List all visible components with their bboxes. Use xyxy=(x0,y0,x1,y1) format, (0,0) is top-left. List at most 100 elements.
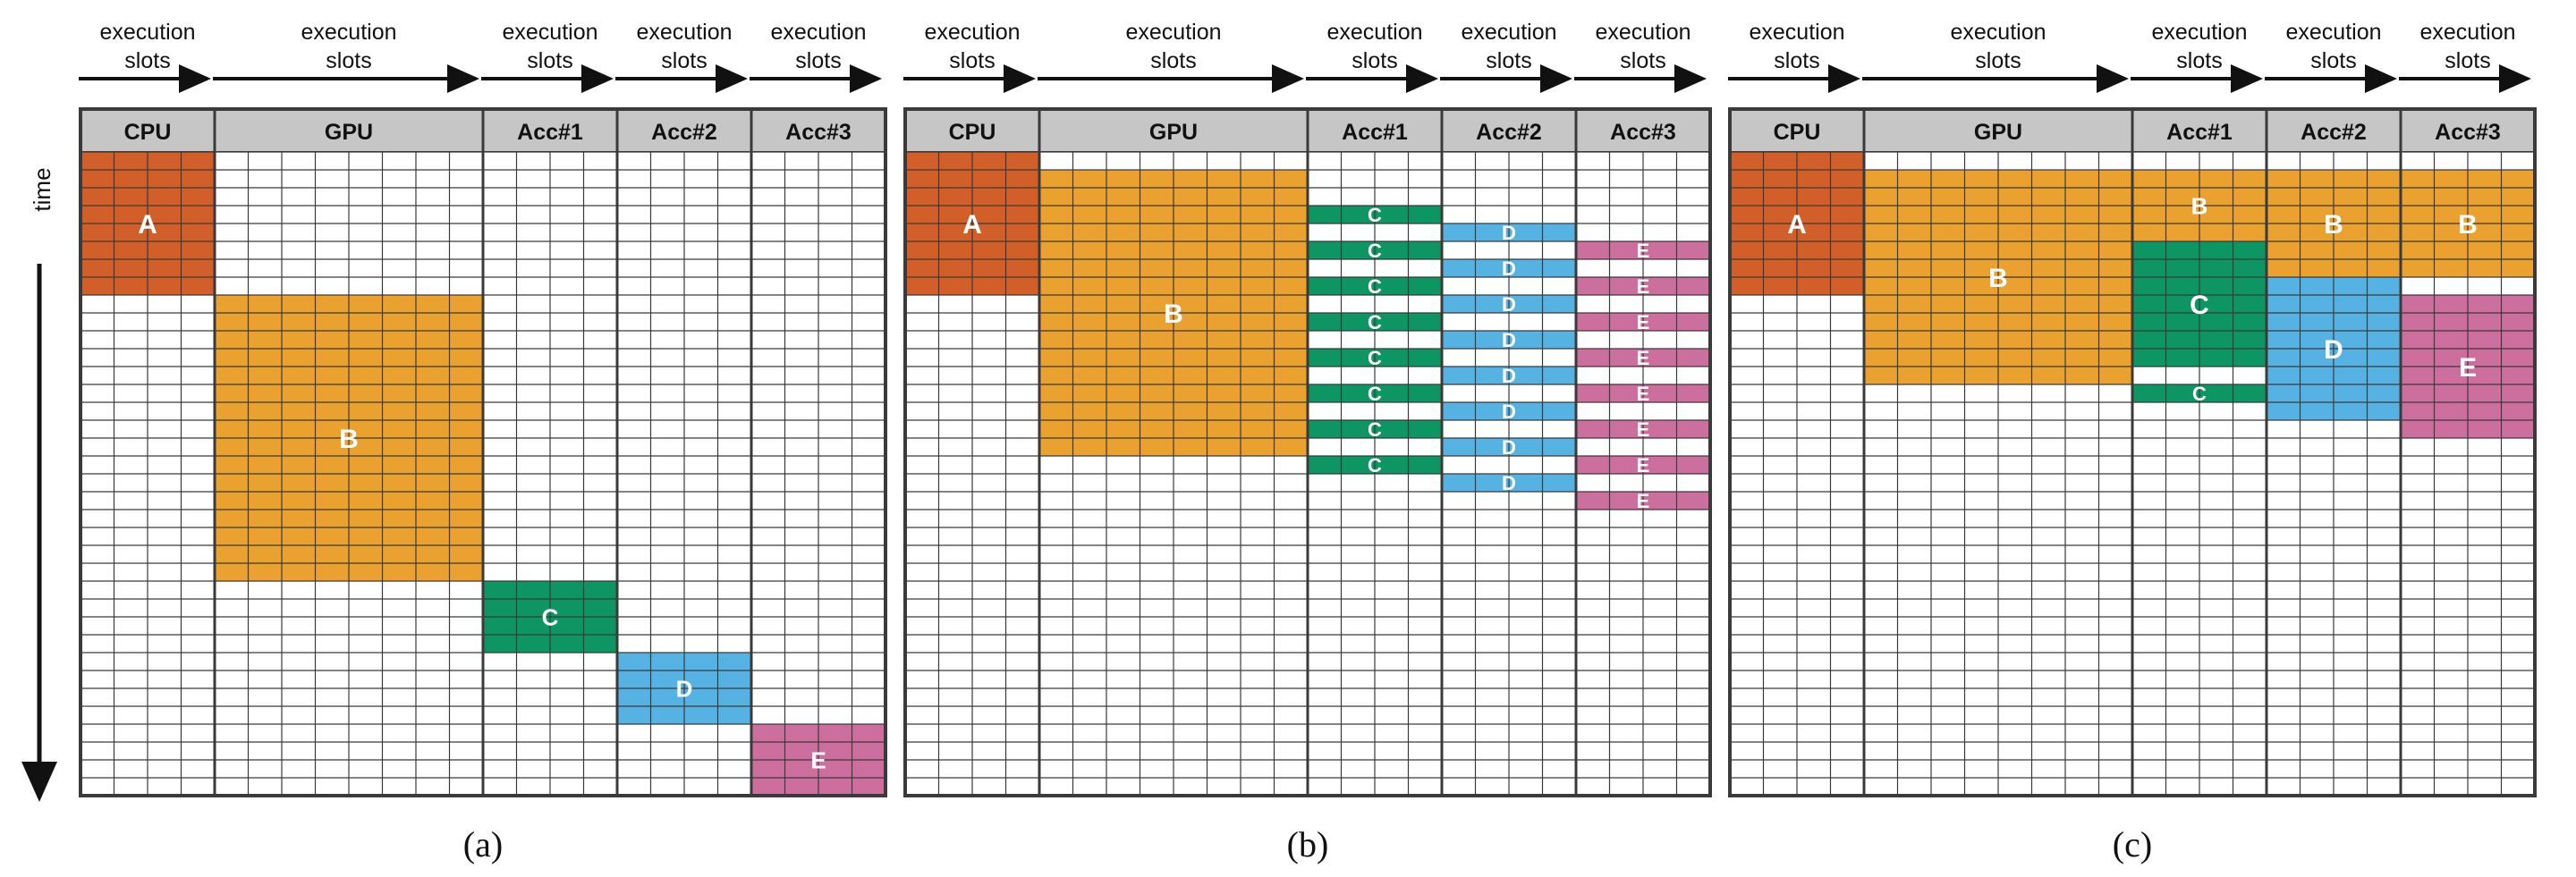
panel-caption: (b) xyxy=(1287,824,1329,864)
task-label-b: B xyxy=(1164,299,1183,329)
task-label-d: D xyxy=(1502,401,1516,423)
task-label-c: C xyxy=(1368,454,1382,476)
column-header-label: GPU xyxy=(1974,120,2022,145)
execution-slots-label: execution xyxy=(636,20,732,45)
panel-caption: (c) xyxy=(2113,824,2152,864)
task-label-c: C xyxy=(1368,204,1382,226)
task-label-d: D xyxy=(1502,222,1516,244)
execution-slots-label: slots xyxy=(2310,48,2356,73)
column-header-label: Acc#3 xyxy=(785,120,852,145)
execution-slots-label: execution xyxy=(1125,20,1221,45)
execution-slots-label: execution xyxy=(924,20,1020,45)
execution-slots-label: execution xyxy=(1950,20,2046,45)
task-label-d: D xyxy=(1502,329,1516,351)
column-header-cell xyxy=(1441,108,1577,153)
execution-slots-label: execution xyxy=(2151,20,2247,45)
column-header-label: Acc#2 xyxy=(2301,120,2367,145)
column-header-label: CPU xyxy=(124,120,172,145)
task-label-d: D xyxy=(1502,472,1516,494)
execution-slots-label: slots xyxy=(661,48,707,73)
execution-slots-label: slots xyxy=(1150,48,1196,73)
execution-slots-label: execution xyxy=(99,20,195,45)
task-label-b: B xyxy=(2191,192,2208,219)
task-label-b: B xyxy=(2458,210,2478,240)
execution-slots-label: execution xyxy=(1595,20,1690,45)
column-header-label: CPU xyxy=(949,120,996,145)
grid-lines xyxy=(80,109,886,797)
task-label-e: E xyxy=(1637,490,1650,512)
execution-slots-label: slots xyxy=(1352,48,1397,73)
column-header-label: CPU xyxy=(1774,120,1821,145)
column-header-label: Acc#2 xyxy=(651,120,717,145)
execution-slots-label: slots xyxy=(1774,48,1819,73)
task-label-c: C xyxy=(1368,240,1382,262)
task-label-e: E xyxy=(1637,311,1650,333)
task-label-a: A xyxy=(962,210,982,240)
execution-slots-label: slots xyxy=(124,48,170,73)
time-axis-label: time xyxy=(29,167,55,211)
column-header-label: Acc#1 xyxy=(2166,120,2233,145)
task-label-b: B xyxy=(1988,264,2008,293)
task-label-e: E xyxy=(1637,275,1650,298)
execution-slots-label: slots xyxy=(527,48,572,73)
execution-slots-label: slots xyxy=(795,48,841,73)
column-header-label: GPU xyxy=(1149,120,1198,145)
execution-slots-label: execution xyxy=(1326,20,1422,45)
task-label-c: C xyxy=(542,603,559,630)
execution-slots-label: slots xyxy=(2176,48,2222,73)
task-label-c: C xyxy=(1368,311,1382,333)
task-label-c: C xyxy=(2190,291,2209,320)
grid-lines xyxy=(1730,109,2535,797)
task-label-d: D xyxy=(1502,293,1516,316)
task-label-d: D xyxy=(1502,436,1516,459)
column-header-label: Acc#3 xyxy=(2435,120,2501,145)
task-label-d: D xyxy=(1502,365,1516,387)
task-label-e: E xyxy=(1637,454,1650,476)
task-label-d: D xyxy=(2324,335,2343,365)
execution-slots-label: slots xyxy=(1620,48,1665,73)
task-label-d: D xyxy=(676,675,693,702)
task-label-c: C xyxy=(1368,418,1382,441)
task-label-e: E xyxy=(2459,353,2477,383)
task-label-b: B xyxy=(339,425,359,454)
task-label-c: C xyxy=(1368,347,1382,369)
task-label-a: A xyxy=(138,210,157,240)
task-label-d: D xyxy=(1502,257,1516,280)
task-label-b: B xyxy=(2324,210,2343,240)
execution-slots-label: slots xyxy=(949,48,995,73)
panel-border xyxy=(903,107,1712,797)
execution-slots-label: execution xyxy=(770,20,866,45)
task-label-c: C xyxy=(1368,275,1382,298)
task-label-c: C xyxy=(1368,383,1382,405)
execution-slots-label: slots xyxy=(1975,48,2021,73)
execution-slots-label: execution xyxy=(2419,20,2515,45)
task-label-e: E xyxy=(1637,418,1650,441)
grid-lines xyxy=(905,109,1710,797)
execution-slots-label: execution xyxy=(1749,20,1844,45)
execution-slots-label: slots xyxy=(326,48,371,73)
execution-slots-label: execution xyxy=(2285,20,2381,45)
execution-slots-label: execution xyxy=(502,20,597,45)
panel-1: execution slots execution slots execution slo… xyxy=(79,20,887,864)
column-header-label: Acc#3 xyxy=(1610,120,1676,145)
panels-layer: execution slots execution slots execution slo… xyxy=(79,20,2537,864)
task-label-a: A xyxy=(1787,210,1807,240)
task-label-e: E xyxy=(810,746,826,773)
panel-2: execution slots execution slots execution slo… xyxy=(903,20,1712,864)
column-header-label: Acc#1 xyxy=(1342,120,1408,145)
column-header-label: GPU xyxy=(325,120,373,145)
task-label-e: E xyxy=(1637,383,1650,405)
time-axis: time xyxy=(21,167,57,802)
column-header-label: Acc#1 xyxy=(517,120,583,145)
panel-3: execution slots execution slots execution slo… xyxy=(1728,20,2537,864)
execution-slots-label: execution xyxy=(1461,20,1556,45)
execution-slots-label: slots xyxy=(2445,48,2490,73)
panel-border xyxy=(1728,107,2537,797)
task-label-e: E xyxy=(1637,240,1650,262)
task-label-e: E xyxy=(1637,347,1650,369)
panel-border xyxy=(79,107,887,797)
column-header-cell xyxy=(80,108,216,153)
panel-caption: (a) xyxy=(463,824,503,864)
task-label-c: C xyxy=(2192,383,2207,405)
